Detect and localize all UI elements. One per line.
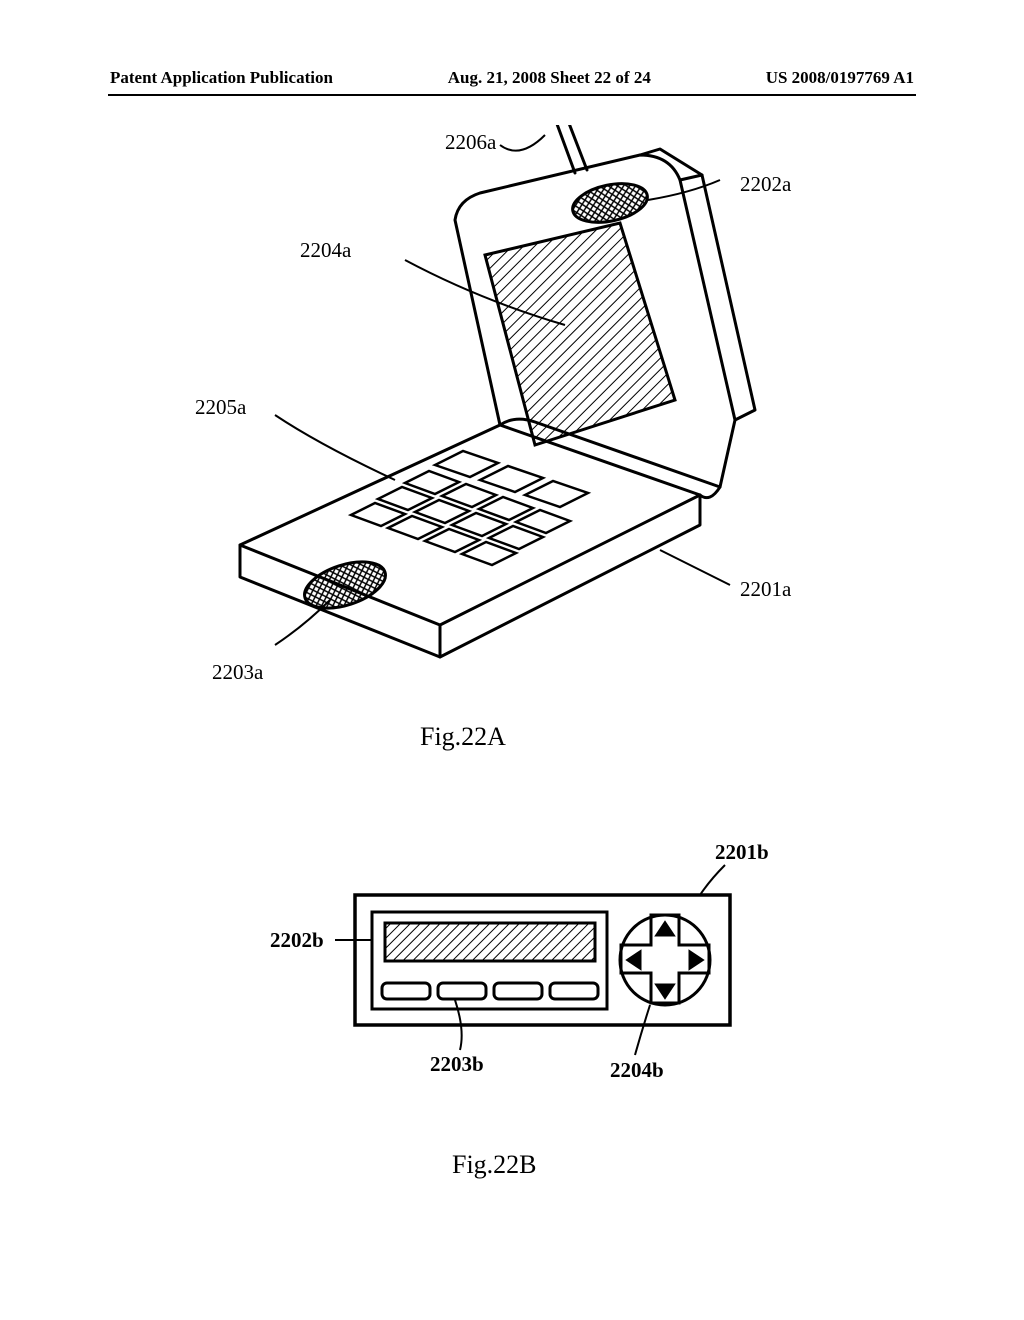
ref-2204b: 2204b (610, 1058, 664, 1083)
figure-22b-drawing (300, 855, 780, 1085)
header-date-sheet: Aug. 21, 2008 Sheet 22 of 24 (448, 68, 651, 88)
ref-2205a: 2205a (195, 395, 246, 420)
header-patent-number: US 2008/0197769 A1 (766, 68, 914, 88)
ref-2203a: 2203a (212, 660, 263, 685)
ref-2201a: 2201a (740, 577, 791, 602)
ref-2201b: 2201b (715, 840, 769, 865)
header-publication: Patent Application Publication (110, 68, 333, 88)
ref-2202a: 2202a (740, 172, 791, 197)
ref-2204a: 2204a (300, 238, 351, 263)
ref-2206a: 2206a (445, 130, 496, 155)
figure-22b-caption: Fig.22B (452, 1150, 537, 1180)
figure-22a-caption: Fig.22A (420, 722, 506, 752)
ref-2202b: 2202b (270, 928, 324, 953)
header-rule (108, 94, 916, 96)
page-header: Patent Application Publication Aug. 21, … (110, 68, 914, 88)
ref-2203b: 2203b (430, 1052, 484, 1077)
